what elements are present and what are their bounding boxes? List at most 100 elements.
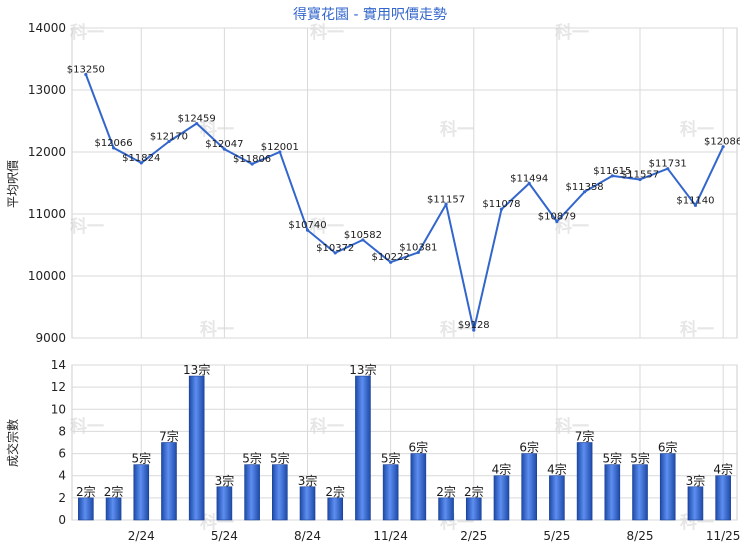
transaction-data-label: 6宗 [658, 440, 678, 455]
transaction-data-label: 5宗 [630, 451, 650, 466]
price-point [416, 250, 420, 254]
x-tick-label: 11/24 [373, 529, 408, 543]
price-point [111, 146, 116, 150]
transaction-data-label: 5宗 [381, 451, 401, 466]
line-y-ticks: 9000 10000 11000 12000 13000 14000 [28, 21, 66, 345]
price-data-label: $12066 [94, 138, 132, 149]
price-point [195, 121, 199, 126]
price-point [555, 219, 559, 224]
transaction-bar [438, 497, 454, 521]
bar-y-tick-label: 6 [58, 447, 66, 461]
watermark-text: 科一 [555, 22, 589, 43]
line-y-tick-label: 10000 [28, 269, 66, 283]
price-point [666, 167, 670, 171]
x-tick-label: 11/25 [706, 529, 740, 543]
price-data-label: $12086 [704, 137, 740, 148]
transaction-bar [521, 453, 537, 521]
price-data-label: $13250 [67, 65, 105, 76]
price-data-label: $11557 [621, 169, 659, 180]
bar-y-ticks: 0 2 4 6 8 10 12 14 [51, 358, 66, 527]
price-point [361, 238, 365, 242]
price-data-label: $12047 [205, 139, 243, 150]
transaction-data-label: 13宗 [349, 362, 376, 377]
price-data-label: $10222 [372, 252, 410, 263]
price-data-label: $11494 [510, 173, 548, 184]
price-data-label: $12001 [261, 142, 299, 153]
transaction-bar [632, 464, 648, 521]
line-y-tick-label: 14000 [28, 21, 66, 35]
transaction-data-label: 5宗 [602, 451, 622, 466]
price-data-label: $11140 [676, 195, 714, 206]
line-data-labels: $13250 $12066 $11824 $12170 $12459 $12047 $118… [67, 65, 740, 332]
price-point [638, 177, 642, 182]
line-grid [71, 27, 738, 339]
watermark-text: 科一 [440, 319, 474, 340]
price-data-label: $10381 [399, 242, 437, 253]
bar-data-labels: 2宗 2宗 5宗 7宗 13宗 3宗 5宗 5宗 3宗 2宗 13宗 5宗 6宗 2宗 2宗 4宗 6宗 4宗 7宗… [76, 362, 733, 499]
transaction-bar [493, 475, 510, 521]
bar-y-tick-label: 12 [51, 380, 66, 394]
watermark-text: 科一 [680, 319, 714, 340]
transaction-data-label: 2宗 [436, 484, 456, 499]
line-y-tick-label: 11000 [28, 207, 66, 221]
price-point [472, 328, 476, 332]
price-data-label: $10372 [316, 243, 354, 254]
bar-y-tick-label: 0 [58, 513, 66, 527]
price-data-label: $12170 [150, 131, 188, 142]
line-y-tick-label: 12000 [28, 145, 66, 159]
transaction-bar [687, 486, 704, 521]
bar-y-tick-label: 2 [58, 491, 66, 505]
price-point [139, 161, 143, 165]
watermark-text: 科一 [70, 22, 104, 43]
price-data-label: $10740 [288, 220, 326, 231]
transaction-bar [355, 375, 371, 521]
transaction-data-label: 5宗 [270, 451, 290, 466]
price-data-label: $11615 [593, 166, 631, 177]
transaction-bar [604, 464, 621, 521]
transaction-data-label: 13宗 [183, 362, 210, 377]
price-point [333, 251, 337, 255]
x-tick-label: 8/24 [294, 529, 321, 543]
watermark-text: 科一 [440, 119, 474, 140]
transaction-data-label: 5宗 [242, 451, 262, 466]
watermark-text: 科一 [680, 119, 714, 140]
price-point [499, 207, 504, 211]
transaction-bar [576, 442, 593, 521]
bar-y-axis-title: 成交宗數 [5, 419, 20, 467]
price-line [84, 74, 725, 332]
price-point [278, 150, 282, 154]
transaction-bar [549, 475, 565, 521]
transaction-data-label: 3宗 [686, 473, 706, 488]
price-data-label: $11806 [233, 154, 271, 165]
price-point [693, 203, 698, 207]
transaction-bar [78, 497, 94, 521]
transaction-bar [244, 464, 260, 521]
watermark-text: 科一 [310, 22, 344, 43]
bar-x-ticks: 2/24 5/24 8/24 11/24 2/25 5/25 8/25 11/25 [128, 529, 740, 543]
x-tick-label: 8/25 [627, 529, 654, 543]
transaction-data-label: 6宗 [409, 440, 429, 455]
transaction-data-label: 4宗 [492, 462, 512, 477]
transaction-bar [105, 497, 122, 521]
transaction-data-label: 2宗 [76, 484, 96, 499]
transaction-bar [216, 486, 233, 521]
price-data-label: $11358 [566, 182, 604, 193]
transaction-bar [272, 464, 288, 521]
transaction-data-label: 6宗 [519, 440, 539, 455]
transaction-bar [715, 475, 731, 521]
transaction-data-label: 4宗 [547, 462, 567, 477]
price-point [222, 147, 226, 151]
line-y-axis-title: 平均呎價 [6, 160, 20, 208]
transaction-bar [382, 464, 399, 521]
watermark-text: 科一 [200, 319, 234, 340]
transaction-data-label: 7宗 [159, 429, 179, 444]
transaction-bar [659, 453, 676, 521]
price-point [721, 145, 725, 149]
price-point [527, 181, 531, 185]
transaction-bar [299, 486, 316, 521]
watermark-text: 科一 [310, 216, 344, 237]
price-point [305, 228, 310, 232]
line-series [84, 72, 725, 332]
price-data-label: $10582 [344, 230, 382, 241]
price-point [84, 72, 88, 77]
